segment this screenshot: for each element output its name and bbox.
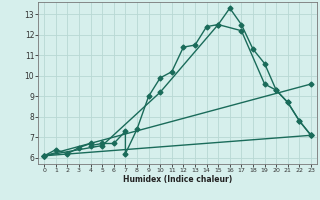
X-axis label: Humidex (Indice chaleur): Humidex (Indice chaleur) xyxy=(123,175,232,184)
